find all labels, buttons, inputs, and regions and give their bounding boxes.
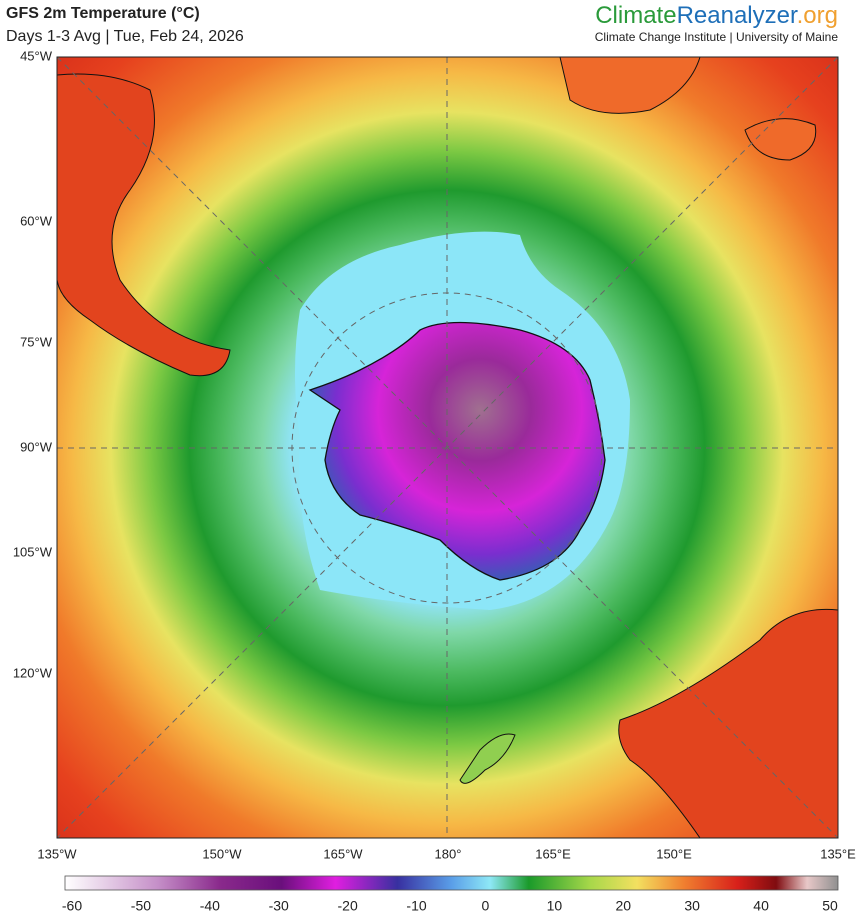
colorbar-tick-label: 40 [753, 898, 769, 914]
colorbar-tick-label: 10 [547, 898, 563, 914]
colorbar-tick-label: -20 [338, 898, 358, 914]
bottom-label: 165°E [535, 846, 571, 861]
madagascar [744, 118, 817, 161]
antarctica [308, 321, 606, 581]
left-label: 90°W [20, 439, 53, 454]
bottom-label: 150°W [202, 846, 242, 861]
new-zealand [459, 733, 516, 784]
colorbar-tick-label: 20 [615, 898, 631, 914]
institute: Climate Change Institute | University of… [595, 30, 839, 44]
south-america [57, 73, 231, 377]
left-label: 75°W [20, 334, 53, 349]
brand-part: Reanalyzer [677, 2, 798, 29]
meridian [57, 57, 838, 838]
brand-part: .org [797, 2, 838, 29]
map-frame [56, 56, 839, 839]
africa [559, 57, 701, 114]
title: GFS 2m Temperature (°C) [6, 5, 200, 22]
bottom-label: 135°E [820, 846, 856, 861]
colorbar-tick-label: -60 [62, 898, 82, 914]
colorbar-tick-label: -40 [200, 898, 220, 914]
graticule [57, 57, 838, 838]
colorbar-tick-label: -10 [406, 898, 426, 914]
colorbar-tick-label: -50 [131, 898, 151, 914]
left-label: 60°W [20, 213, 53, 228]
bottom-label: 150°E [656, 846, 692, 861]
parallel [291, 292, 603, 604]
bottom-label: 135°W [37, 846, 77, 861]
bottom-label: 180° [435, 846, 462, 861]
colorbar-tick-label: 50 [822, 898, 838, 914]
colorbar-ticks: -60 -50 -40 -30 -20 -10 0 10 20 30 40 50 [62, 898, 838, 914]
map [57, 57, 838, 838]
axis-labels: 45°W 60°W 75°W 90°W 105°W 120°W 135°W 150°W 165°… [13, 48, 856, 861]
subtitle: Days 1-3 Avg | Tue, Feb 24, 2026 [6, 28, 244, 45]
left-label: 120°W [13, 665, 53, 680]
brand: ClimateReanalyzer.org [595, 2, 838, 29]
colorbar-tick-label: -30 [269, 898, 289, 914]
colorbar [64, 875, 839, 891]
colorbar-tick-label: 30 [684, 898, 700, 914]
bottom-label: 165°W [323, 846, 363, 861]
left-label: 45°W [20, 48, 53, 63]
colorbar-tick-label: 0 [482, 898, 490, 914]
left-label: 105°W [13, 544, 53, 559]
brand-part: Climate [595, 2, 676, 29]
